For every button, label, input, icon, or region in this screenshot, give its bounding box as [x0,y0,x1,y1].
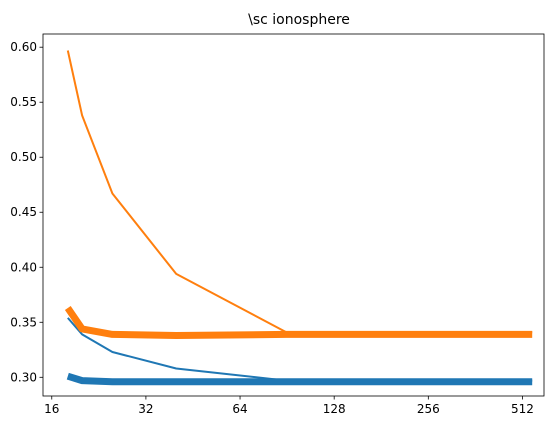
y-tick-label: 0.30 [10,370,37,384]
series-line-1 [67,317,533,382]
chart-title: \sc ionosphere [248,12,350,28]
y-tick-label: 0.60 [10,40,37,54]
x-tick-label: 64 [232,402,247,416]
plot-frame [42,33,545,397]
y-tick-label: 0.40 [10,260,37,274]
x-tick-label: 32 [138,402,153,416]
y-tick-label: 0.50 [10,150,37,164]
y-tick-label: 0.35 [10,315,37,329]
series-line-2 [66,372,533,386]
x-tick-label: 256 [417,402,440,416]
series-layer [64,50,533,386]
x-tick-label: 512 [511,402,534,416]
y-tick-label: 0.55 [10,95,37,109]
series-line-3 [66,50,533,334]
axes-layer: 0.30 0.35 0.40 0.45 0.50 0.55 0.60 16 32 64 128 256… [10,33,545,416]
y-tick-label: 0.45 [10,205,37,219]
series-line-4 [64,306,533,339]
x-tick-label: 128 [323,402,346,416]
x-tick-label: 16 [44,402,59,416]
